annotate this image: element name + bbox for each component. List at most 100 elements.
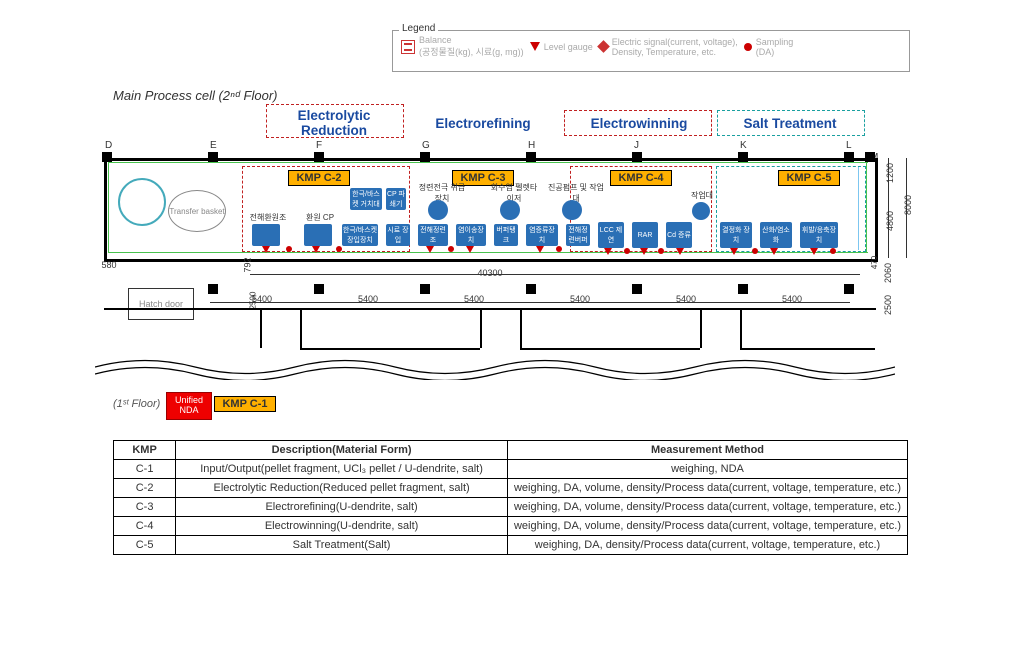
grid-l: L xyxy=(846,140,852,151)
beam xyxy=(740,348,875,350)
table-header-row: KMP Description(Material Form) Measureme… xyxy=(114,441,908,460)
dim-h6: 470 xyxy=(870,256,879,269)
kmp-c1-tag: KMP C-1 xyxy=(214,396,276,412)
legend-level: Level gauge xyxy=(530,42,593,52)
marker xyxy=(286,246,292,252)
kmp-c4-tag: KMP C-4 xyxy=(610,170,672,186)
dim-h3: 8000 xyxy=(903,195,913,215)
marker xyxy=(640,248,648,255)
th-method: Measurement Method xyxy=(507,441,907,460)
beam xyxy=(300,348,480,350)
beam xyxy=(520,348,700,350)
equip-e3: 전해정련조 xyxy=(418,224,448,246)
cell: Electrorefining(U-dendrite, salt) xyxy=(176,498,508,517)
zone-label-ef: Electrorefining xyxy=(423,116,543,131)
balance-icon xyxy=(401,40,415,54)
equip-t5 xyxy=(562,200,582,220)
dim-bay4: 5400 xyxy=(550,294,610,304)
pillar xyxy=(314,284,324,294)
legend-balance-l1: Balance xyxy=(419,35,452,45)
legend-level-label: Level gauge xyxy=(544,42,593,52)
table-row: C-2Electrolytic Reduction(Reduced pellet… xyxy=(114,479,908,498)
col xyxy=(520,308,522,348)
equip-e1 xyxy=(252,224,280,246)
equip-e4: 염이송장치 xyxy=(456,224,486,246)
marker xyxy=(770,248,778,255)
cell: Electrolytic Reduction(Reduced pellet fr… xyxy=(176,479,508,498)
equip-s1: 한극/바스켓 장입장치 xyxy=(342,224,378,246)
equip-s4: 전해정련버퍼 xyxy=(566,224,590,246)
dim-h4: 2060 xyxy=(883,263,893,283)
cell: weighing, DA, volume, density/Process da… xyxy=(507,517,907,536)
grid-e: E xyxy=(210,140,217,151)
equip-s2: 시료 장입 xyxy=(386,224,410,246)
dim-overall: 40300 xyxy=(430,268,550,278)
col xyxy=(480,308,482,348)
table-row: C-1Input/Output(pellet fragment, UCl₃ pe… xyxy=(114,460,908,479)
equip-e2 xyxy=(304,224,332,246)
table-row: C-5Salt Treatment(Salt)weighing, DA, den… xyxy=(114,536,908,555)
marker xyxy=(448,246,454,252)
cell: weighing, DA, density/Process data(curre… xyxy=(507,536,907,555)
cell: Electrowinning(U-dendrite, salt) xyxy=(176,517,508,536)
cell: Input/Output(pellet fragment, UCl₃ pelle… xyxy=(176,460,508,479)
grid-f: F xyxy=(316,140,322,151)
equip-t3 xyxy=(428,200,448,220)
th-desc: Description(Material Form) xyxy=(176,441,508,460)
legend-elec-l2: Density, Temperature, etc. xyxy=(612,47,716,57)
dim-h2: 4800 xyxy=(885,211,895,231)
pillar xyxy=(844,284,854,294)
marker xyxy=(336,246,342,252)
pillar xyxy=(526,284,536,294)
equip-e8: Cd 증류 xyxy=(666,222,692,248)
dim-h5: 2500 xyxy=(883,295,893,315)
marker xyxy=(312,246,320,253)
dim-left: 580 xyxy=(99,260,119,270)
marker xyxy=(730,248,738,255)
pillar xyxy=(632,284,642,294)
equip-e1-label: 전해환원조 xyxy=(248,212,288,223)
marker xyxy=(658,248,664,254)
legend-row: Balance (공정물질(kg), 시료(g, mg)) Level gauge… xyxy=(401,35,901,58)
dim-bay2: 5400 xyxy=(338,294,398,304)
marker xyxy=(426,246,434,253)
legend-balance-l2: (공정물질(kg), 시료(g, mg)) xyxy=(419,47,524,57)
floor1-label: (1ˢᵗ Floor) xyxy=(113,398,160,410)
marker xyxy=(830,248,836,254)
legend-balance: Balance (공정물질(kg), 시료(g, mg)) xyxy=(401,35,524,58)
kmp-c5-tag: KMP C-5 xyxy=(778,170,840,186)
grid-g: G xyxy=(422,140,430,151)
dim-in: 792 xyxy=(243,257,253,272)
big-port-icon xyxy=(118,178,166,226)
equip-s3: 버퍼탱크 xyxy=(494,224,518,246)
equip-t1: 한극/바스켓 거치대 xyxy=(350,188,382,210)
legend-title: Legend xyxy=(399,23,438,34)
equip-e7: RAR xyxy=(632,222,658,248)
legend-elec: Electric signal(current, voltage),Densit… xyxy=(599,37,738,57)
pillar xyxy=(420,284,430,294)
dim-h1: 1200 xyxy=(885,163,895,183)
th-kmp: KMP xyxy=(114,441,176,460)
zone-box-st-top xyxy=(717,110,865,136)
marker xyxy=(624,248,630,254)
equip-t6 xyxy=(692,202,710,220)
sampling-icon xyxy=(744,43,752,51)
unified-nda-badge: Unified NDA xyxy=(166,392,212,420)
marker xyxy=(556,246,562,252)
floor-line xyxy=(104,308,876,310)
cell: C-1 xyxy=(114,460,176,479)
cell: Salt Treatment(Salt) xyxy=(176,536,508,555)
marker xyxy=(466,246,474,253)
cell: C-5 xyxy=(114,536,176,555)
marker xyxy=(810,248,818,255)
legend-samp-l2: (DA) xyxy=(756,47,775,57)
equip-t6-label: 작업대 xyxy=(682,190,722,201)
legend-samp-l1: Sampling xyxy=(756,37,794,47)
grid-h: H xyxy=(528,140,535,151)
inner-line xyxy=(108,162,109,252)
pillar xyxy=(738,284,748,294)
dim-line-bays xyxy=(210,302,850,303)
dim-line-overall xyxy=(250,274,860,275)
dim-bay1: 5400 xyxy=(232,294,292,304)
legend-box: Legend Balance(공정물질(kg), 시료(g, mg)) Leve… xyxy=(392,30,910,72)
